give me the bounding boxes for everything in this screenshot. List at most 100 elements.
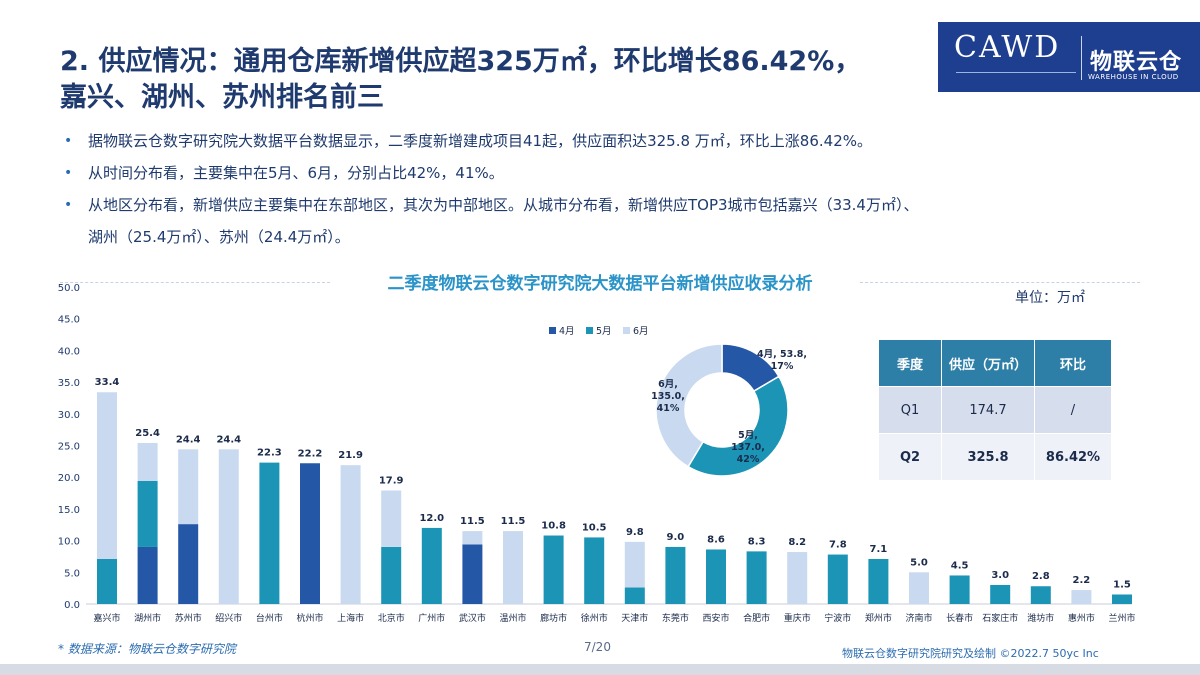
bar-segment-5月 [665,546,686,604]
bar-segment-5月 [949,575,970,604]
bullet-text-continued: 湖州（25.4万㎡）、苏州（24.4万㎡）。 [88,228,350,246]
unit-label: 单位：万㎡ [1015,290,1085,306]
table-cell: / [1034,386,1112,434]
x-category-label: 上海市 [337,612,364,624]
donut-data-label: 6月, [658,379,678,390]
table-cell: 174.7 [941,386,1035,434]
copyright-note: 物联云仓数字研究院研究及绘制 ©2022.7 50yc Inc [842,647,1099,660]
donut-data-label: 42% [737,454,760,465]
table-row: Q1 174.7 / [878,386,1112,434]
bar-segment-5月 [543,535,564,604]
y-tick-label: 40.0 [58,346,80,357]
bar-segment-5月 [746,551,767,604]
x-category-label: 苏州市 [175,612,202,624]
bar-value-label: 9.0 [667,532,685,543]
bar-segment-6月 [97,392,117,559]
bar-value-label: 21.9 [338,450,363,461]
bar-segment-5月 [624,587,645,604]
bar-value-label: 3.0 [991,570,1009,581]
bar-value-label: 7.1 [870,544,888,555]
bar-segment-5月 [706,549,726,604]
bar-value-label: 7.8 [829,540,847,551]
table-header-cell: 季度 [878,339,942,387]
brand-logo: CAWD 物联云仓 WAREHOUSE IN CLOUD [938,22,1200,92]
bar-value-label: 33.4 [95,377,120,388]
bar-segment-5月 [990,584,1011,604]
bar-value-label: 8.2 [788,537,806,548]
x-category-label: 东莞市 [662,612,689,624]
bar-value-label: 22.2 [298,448,323,459]
donut-slice-5月 [687,375,789,477]
bar-segment-5月 [97,558,117,604]
x-category-label: 温州市 [499,612,526,624]
bullet-item: • 从时间分布看，主要集中在5月、6月，分别占比42%，41%。 [60,162,1160,184]
x-category-label: 合肥市 [743,612,770,624]
bar-segment-4月 [300,463,320,604]
y-tick-label: 45.0 [58,315,80,326]
cawd-logo-underline [956,72,1076,75]
bullet-text: 从地区分布看，新增供应主要集中在东部地区，其次为中部地区。从城市分布看，新增供应… [88,196,919,214]
bar-segment-5月 [1030,586,1051,604]
bar-value-label: 25.4 [135,428,160,439]
chart-title-rule-left [60,282,330,284]
page-number: 7/20 [584,640,611,654]
donut-data-label: 135.0, [651,391,685,402]
y-tick-label: 20.0 [58,473,80,484]
bar-value-label: 11.5 [460,516,485,527]
bar-segment-5月 [868,558,889,604]
table-cell: 86.42% [1034,433,1112,481]
y-tick-label: 30.0 [58,410,80,421]
donut-data-label: 17% [771,361,794,372]
bar-value-label: 2.8 [1032,571,1050,582]
bar-value-label: 22.3 [257,448,282,459]
table-cell: Q2 [878,433,942,481]
bar-segment-6月 [178,449,199,525]
bar-segment-5月 [1112,594,1132,604]
bullet-item: • 从地区分布看，新增供应主要集中在东部地区，其次为中部地区。从城市分布看，新增… [60,194,1160,248]
cawd-logo: CAWD [954,30,1061,65]
bar-segment-6月 [624,541,645,588]
y-tick-label: 35.0 [58,378,80,389]
title-line-2: 嘉兴、湖州、苏州排名前三 [60,82,384,113]
bullet-dot-icon: • [64,165,73,181]
x-category-label: 石家庄市 [982,612,1018,624]
data-source-note: * 数据来源：物联云仓数字研究院 [58,642,236,656]
x-category-label: 杭州市 [296,612,323,624]
bar-value-label: 5.0 [910,557,928,568]
bar-value-label: 24.4 [176,434,201,445]
x-category-label: 嘉兴市 [93,612,120,624]
y-tick-label: 25.0 [58,442,80,453]
bar-value-label: 10.5 [582,522,607,533]
bar-value-label: 1.5 [1113,579,1131,590]
bullet-dot-icon: • [64,197,73,213]
x-category-label: 郑州市 [865,612,892,624]
legend-label: 4月 [559,326,575,337]
bullet-list: • 据物联云仓数字研究院大数据平台数据显示，二季度新增建成项目41起，供应面积达… [60,130,1160,258]
page-title: 2. 供应情况：通用仓库新增供应超325万㎡，环比增长86.42%， 嘉兴、湖州… [60,44,960,116]
x-category-label: 济南市 [905,612,932,624]
cloud-warehouse-logo-en: WAREHOUSE IN CLOUD [1088,73,1179,81]
x-category-label: 广州市 [418,612,445,624]
bar-segment-5月 [381,546,402,604]
y-tick-label: 5.0 [64,568,80,579]
bar-value-label: 11.5 [501,516,526,527]
quarter-table: 季度 供应（万㎡） 环比 Q1 174.7 / Q2 325.8 86.42% [878,339,1112,481]
donut-slice-6月 [655,343,723,468]
donut-data-label: 5月, [738,430,758,441]
x-category-label: 重庆市 [784,612,811,624]
chart-title: 二季度物联云仓数字研究院大数据平台新增供应收录分析 [387,274,813,294]
x-category-label: 西安市 [702,612,729,624]
legend-swatch-5月 [586,327,593,334]
table-header-cell: 环比 [1034,339,1112,387]
legend-label: 6月 [633,326,649,337]
bullet-dot-icon: • [64,133,73,149]
donut-data-label: 41% [657,403,680,414]
x-category-label: 廊坊市 [540,612,567,624]
bar-segment-6月 [503,531,523,604]
bar-value-label: 8.3 [748,536,766,547]
x-category-label: 长春市 [946,612,973,624]
bar-value-label: 10.8 [541,521,566,532]
y-tick-label: 0.0 [64,600,80,611]
x-category-label: 武汉市 [459,612,486,624]
legend-label: 5月 [596,326,612,337]
